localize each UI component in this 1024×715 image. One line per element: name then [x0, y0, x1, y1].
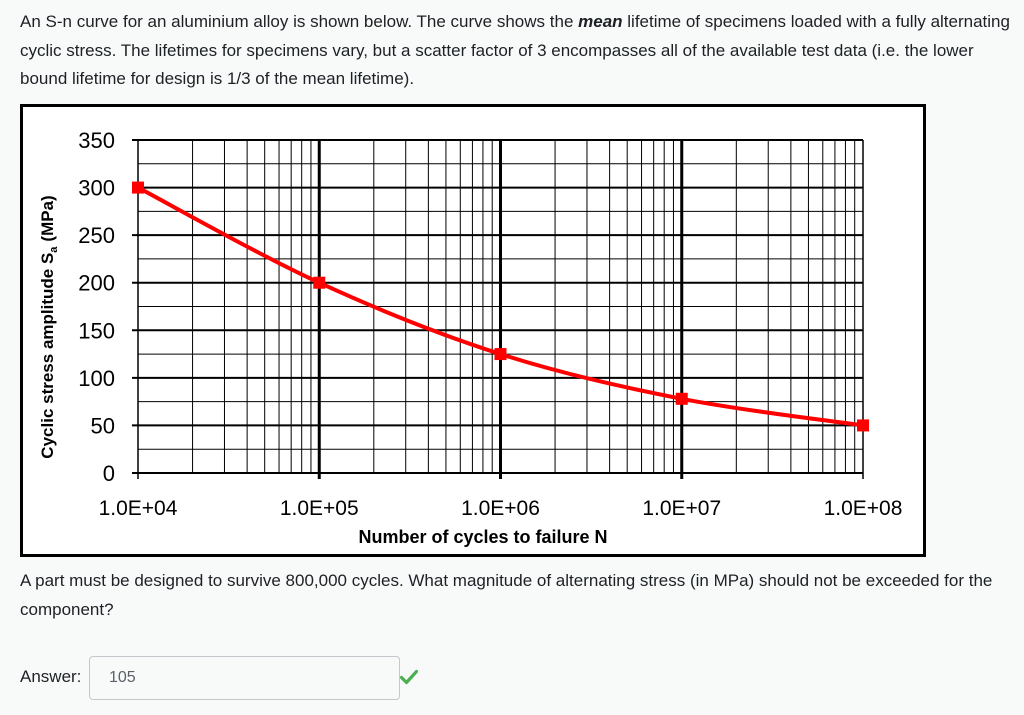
- sn-curve-figure: 0 50 100 150 200 250 300 350 1.0E+04 1.0E+05 1.0E+…: [20, 104, 926, 557]
- y-tick-label: 200: [78, 271, 115, 296]
- intro-emphasis: mean: [578, 12, 623, 31]
- x-tick-label: 1.0E+04: [99, 497, 178, 520]
- y-axis-label: Cyclic stress amplitude Sa (MPa): [38, 195, 60, 458]
- data-point-marker: [132, 181, 144, 194]
- y-axis-label-unit: (MPa): [38, 195, 57, 241]
- data-point-marker: [675, 392, 688, 405]
- intro-text-start: An S-n curve for an aluminium alloy is s…: [20, 12, 579, 31]
- grid-lines: [132, 139, 864, 479]
- data-point-marker: [857, 419, 869, 432]
- y-tick-label: 100: [78, 366, 115, 391]
- y-tick-label: 250: [78, 223, 115, 248]
- checkmark-icon: [400, 669, 418, 685]
- tick-labels: 0 50 100 150 200 250 300 350 1.0E+04 1.0E+05 1.0E+…: [78, 128, 902, 520]
- y-tick-label: 300: [78, 176, 115, 201]
- x-tick-label: 1.0E+05: [280, 497, 359, 520]
- sn-curve-chart: 0 50 100 150 200 250 300 350 1.0E+04 1.0E+05 1.0E+…: [38, 128, 902, 547]
- data-point-marker: [494, 348, 507, 361]
- y-tick-label: 350: [78, 128, 115, 153]
- question-intro: An S-n curve for an aluminium alloy is s…: [20, 8, 1010, 94]
- answer-input[interactable]: [89, 656, 400, 700]
- question-prompt: A part must be designed to survive 800,0…: [20, 571, 993, 619]
- x-axis-label: Number of cycles to failure N: [358, 527, 607, 547]
- x-tick-label: 1.0E+07: [642, 497, 721, 520]
- x-tick-label: 1.0E+08: [824, 497, 903, 520]
- answer-label: Answer:: [20, 667, 82, 686]
- y-tick-label: 150: [78, 318, 115, 343]
- y-tick-label: 0: [103, 461, 115, 486]
- data-point-marker: [313, 276, 326, 289]
- x-tick-label: 1.0E+06: [461, 497, 540, 520]
- y-tick-label: 50: [91, 413, 115, 438]
- data-series: [132, 181, 869, 432]
- y-axis-label-text: Cyclic stress amplitude S: [38, 253, 57, 459]
- intro-text-end: lifetime of specimens loaded with a full…: [20, 12, 1010, 88]
- y-axis-label-subscript: a: [48, 246, 60, 253]
